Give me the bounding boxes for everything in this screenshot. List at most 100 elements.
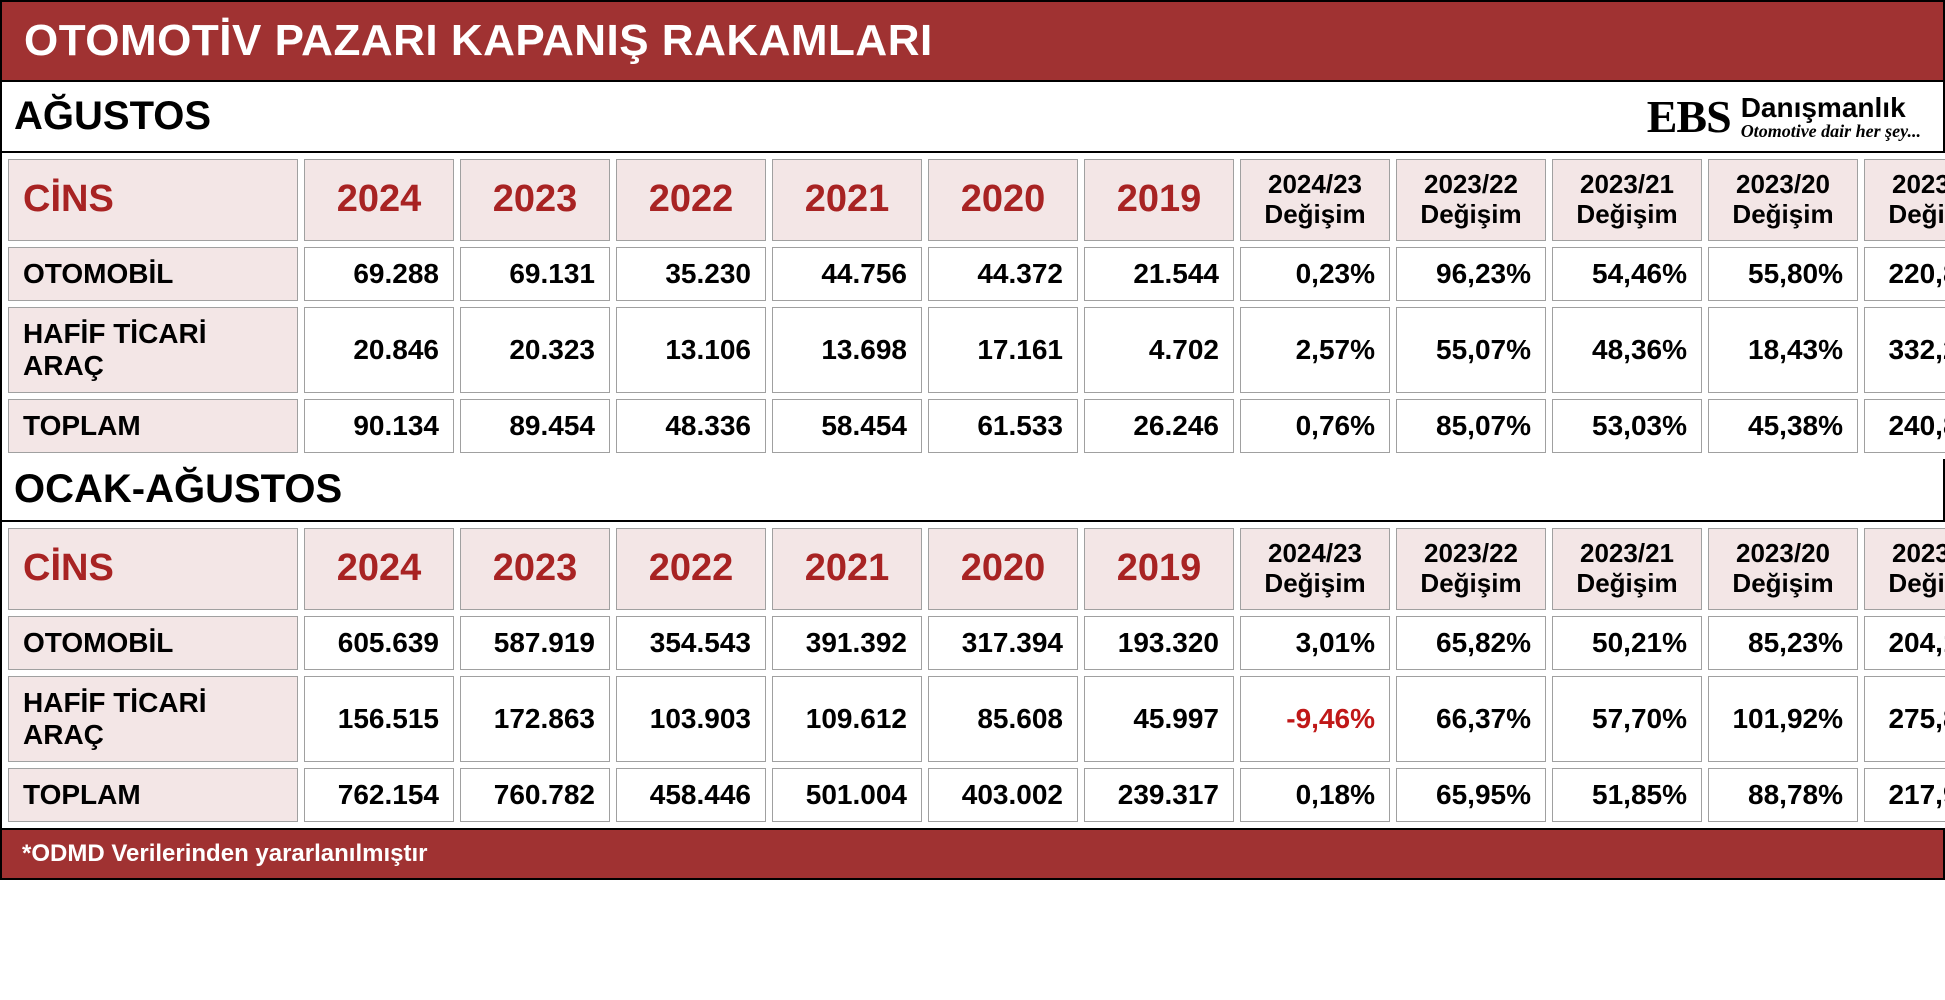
col-header-year: 2019 [1084, 528, 1234, 610]
col-header-year: 2024 [304, 159, 454, 241]
change-value: 18,43% [1708, 307, 1858, 393]
col-header-year: 2021 [772, 528, 922, 610]
year-value: 391.392 [772, 616, 922, 670]
change-value: 332,22% [1864, 307, 1945, 393]
year-value: 317.394 [928, 616, 1078, 670]
table-row: HAFİF TİCARİ ARAÇ20.84620.32313.10613.69… [8, 307, 1945, 393]
brand-main: Danışmanlık [1741, 94, 1921, 122]
year-value: 762.154 [304, 768, 454, 822]
year-value: 193.320 [1084, 616, 1234, 670]
year-value: 48.336 [616, 399, 766, 453]
change-value: 240,83% [1864, 399, 1945, 453]
year-value: 35.230 [616, 247, 766, 301]
year-value: 501.004 [772, 768, 922, 822]
period-label: AĞUSTOS [14, 94, 211, 139]
change-value: 55,07% [1396, 307, 1546, 393]
change-value: 45,38% [1708, 399, 1858, 453]
change-value: 101,92% [1708, 676, 1858, 762]
change-value: 66,37% [1396, 676, 1546, 762]
table-row: OTOMOBİL69.28869.13135.23044.75644.37221… [8, 247, 1945, 301]
brand-logo: EBSDanışmanlıkOtomotive dair her şey... [1647, 90, 1921, 143]
col-header-year: 2019 [1084, 159, 1234, 241]
change-value: 0,18% [1240, 768, 1390, 822]
change-value: 85,23% [1708, 616, 1858, 670]
year-value: 17.161 [928, 307, 1078, 393]
change-value: 2,57% [1240, 307, 1390, 393]
col-header-year: 2023 [460, 528, 610, 610]
change-value: 54,46% [1552, 247, 1702, 301]
col-header-cins: CİNS [8, 528, 298, 610]
year-value: 109.612 [772, 676, 922, 762]
change-value: 50,21% [1552, 616, 1702, 670]
col-header-year: 2023 [460, 159, 610, 241]
row-label: TOPLAM [8, 399, 298, 453]
col-header-year: 2020 [928, 159, 1078, 241]
year-value: 605.639 [304, 616, 454, 670]
row-label: HAFİF TİCARİ ARAÇ [8, 307, 298, 393]
year-value: 69.131 [460, 247, 610, 301]
change-value: 85,07% [1396, 399, 1546, 453]
change-value: 53,03% [1552, 399, 1702, 453]
change-value: 275,81% [1864, 676, 1945, 762]
col-header-year: 2020 [928, 528, 1078, 610]
year-value: 760.782 [460, 768, 610, 822]
col-header-year: 2022 [616, 528, 766, 610]
change-value: 220,88% [1864, 247, 1945, 301]
year-value: 85.608 [928, 676, 1078, 762]
col-header-change: 2023/21Değişim [1552, 159, 1702, 241]
year-value: 13.106 [616, 307, 766, 393]
col-header-change: 2023/22Değişim [1396, 528, 1546, 610]
change-value: 0,23% [1240, 247, 1390, 301]
col-header-change: 2023/19Değişim [1864, 159, 1945, 241]
year-value: 354.543 [616, 616, 766, 670]
col-header-change: 2023/20Değişim [1708, 528, 1858, 610]
col-header-change: 2023/19Değişim [1864, 528, 1945, 610]
change-value: 88,78% [1708, 768, 1858, 822]
year-value: 90.134 [304, 399, 454, 453]
row-label: TOPLAM [8, 768, 298, 822]
year-value: 403.002 [928, 768, 1078, 822]
change-value: 57,70% [1552, 676, 1702, 762]
col-header-change: 2024/23Değişim [1240, 159, 1390, 241]
year-value: 13.698 [772, 307, 922, 393]
period-label: OCAK-AĞUSTOS [14, 467, 342, 512]
row-label: OTOMOBİL [8, 616, 298, 670]
change-value: 55,80% [1708, 247, 1858, 301]
row-label: OTOMOBİL [8, 247, 298, 301]
change-value: -9,46% [1240, 676, 1390, 762]
year-value: 89.454 [460, 399, 610, 453]
change-value: 51,85% [1552, 768, 1702, 822]
year-value: 58.454 [772, 399, 922, 453]
year-value: 61.533 [928, 399, 1078, 453]
change-value: 48,36% [1552, 307, 1702, 393]
col-header-year: 2022 [616, 159, 766, 241]
brand-logo-left: EBS [1647, 90, 1731, 143]
year-value: 44.756 [772, 247, 922, 301]
report-title: OTOMOTİV PAZARI KAPANIŞ RAKAMLARI [2, 2, 1943, 82]
col-header-change: 2023/22Değişim [1396, 159, 1546, 241]
row-label: HAFİF TİCARİ ARAÇ [8, 676, 298, 762]
year-value: 239.317 [1084, 768, 1234, 822]
year-value: 20.323 [460, 307, 610, 393]
change-value: 0,76% [1240, 399, 1390, 453]
col-header-change: 2024/23Değişim [1240, 528, 1390, 610]
change-value: 217,90% [1864, 768, 1945, 822]
change-value: 204,12% [1864, 616, 1945, 670]
year-value: 45.997 [1084, 676, 1234, 762]
year-value: 69.288 [304, 247, 454, 301]
report-container: OTOMOTİV PAZARI KAPANIŞ RAKAMLARI AĞUSTO… [0, 0, 1945, 880]
year-value: 21.544 [1084, 247, 1234, 301]
col-header-year: 2021 [772, 159, 922, 241]
year-value: 156.515 [304, 676, 454, 762]
table-row: HAFİF TİCARİ ARAÇ156.515172.863103.90310… [8, 676, 1945, 762]
year-value: 458.446 [616, 768, 766, 822]
period-row: AĞUSTOSEBSDanışmanlıkOtomotive dair her … [2, 82, 1943, 153]
col-header-change: 2023/21Değişim [1552, 528, 1702, 610]
footer-note: *ODMD Verilerinden yararlanılmıştır [2, 828, 1943, 878]
table-row: OTOMOBİL605.639587.919354.543391.392317.… [8, 616, 1945, 670]
year-value: 44.372 [928, 247, 1078, 301]
year-value: 587.919 [460, 616, 610, 670]
year-value: 172.863 [460, 676, 610, 762]
data-table: CİNS2024202320222021202020192024/23Değiş… [2, 522, 1945, 828]
table-row: TOPLAM90.13489.45448.33658.45461.53326.2… [8, 399, 1945, 453]
